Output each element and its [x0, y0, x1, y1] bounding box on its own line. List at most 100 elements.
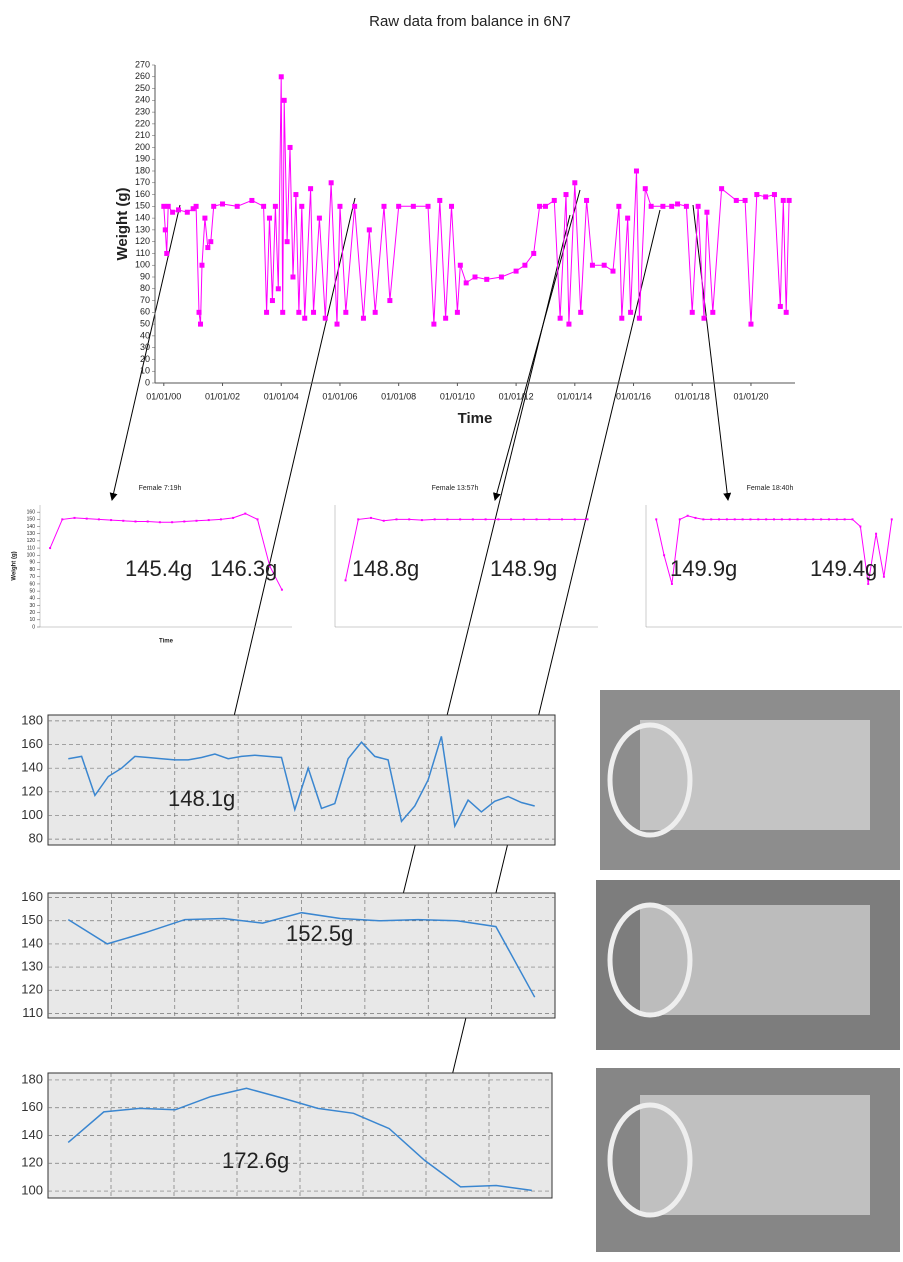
data-point — [299, 203, 305, 209]
data-point — [337, 203, 343, 209]
y-tick-label: 210 — [135, 130, 150, 140]
data-line — [67, 911, 536, 998]
data-point — [578, 309, 584, 315]
data-point — [97, 518, 100, 521]
data-point — [170, 209, 176, 215]
data-point — [446, 518, 449, 521]
data-point — [710, 309, 716, 315]
data-point — [513, 268, 519, 274]
data-point — [161, 203, 167, 209]
data-point — [827, 518, 830, 521]
data-point — [165, 203, 171, 209]
data-point — [484, 518, 487, 521]
data-point — [208, 239, 214, 245]
y-tick-label: 160 — [27, 510, 36, 516]
data-point — [183, 520, 186, 523]
y-tick-label: 120 — [135, 236, 150, 246]
data-point — [454, 309, 460, 315]
data-point — [195, 519, 198, 522]
data-point — [459, 518, 462, 521]
y-tick-label: 240 — [135, 95, 150, 105]
y-axis-label: Weight (g) — [12, 551, 18, 580]
y-tick-label: 20 — [140, 354, 150, 364]
x-tick-label: 01/01/10 — [440, 391, 475, 401]
data-point — [196, 309, 202, 315]
y-tick-label: 200 — [135, 142, 150, 152]
y-tick-label: 260 — [135, 71, 150, 81]
data-point — [207, 519, 210, 522]
y-tick-label: 100 — [21, 1182, 43, 1197]
y-tick-label: 130 — [27, 531, 36, 537]
data-point — [773, 518, 775, 521]
data-point — [158, 521, 161, 524]
y-tick-label: 120 — [21, 783, 43, 798]
y-tick-label: 140 — [21, 1127, 43, 1142]
chart-title: Female 18:40h — [747, 485, 794, 492]
data-point — [548, 518, 551, 521]
data-point — [280, 588, 283, 591]
data-point — [302, 315, 308, 321]
data-point — [234, 203, 240, 209]
data-point — [719, 186, 725, 192]
y-tick-label: 70 — [29, 574, 35, 580]
data-point — [162, 227, 168, 233]
data-point — [202, 215, 208, 221]
data-point — [704, 209, 710, 215]
data-point — [232, 516, 235, 519]
y-tick-label: 0 — [32, 624, 35, 630]
data-point — [85, 517, 88, 520]
data-point — [718, 518, 721, 521]
data-point — [261, 203, 267, 209]
data-point — [472, 274, 478, 280]
figure-title: Raw data from balance in 6N7 — [369, 13, 571, 30]
annotation: 152.5g — [286, 921, 353, 946]
data-point — [198, 321, 204, 327]
x-tick-label: 01/01/08 — [381, 391, 416, 401]
y-tick-label: 180 — [135, 165, 150, 175]
y-tick-label: 140 — [21, 935, 43, 950]
data-point — [757, 518, 760, 521]
y-tick-label: 110 — [22, 1005, 43, 1020]
data-point — [471, 518, 474, 521]
y-tick-label: 130 — [21, 959, 43, 974]
data-point — [49, 547, 52, 550]
y-tick-label: 150 — [135, 201, 150, 211]
data-point — [420, 519, 423, 522]
annotation: 148.1g — [168, 786, 235, 811]
y-tick-label: 190 — [135, 154, 150, 164]
data-point — [702, 518, 705, 521]
data-point — [463, 280, 469, 286]
y-tick-label: 170 — [135, 177, 150, 187]
data-point — [449, 203, 455, 209]
data-point — [678, 518, 681, 521]
data-point — [497, 518, 500, 521]
y-tick-label: 140 — [27, 524, 36, 530]
data-point — [522, 518, 525, 521]
data-point — [754, 192, 760, 198]
photos — [596, 690, 900, 1252]
data-point — [859, 525, 862, 528]
data-point — [542, 203, 548, 209]
data-point — [211, 203, 217, 209]
x-axis-label: Time — [159, 639, 174, 645]
data-point — [256, 518, 259, 521]
data-point — [683, 203, 689, 209]
y-tick-label: 90 — [29, 560, 35, 566]
data-point — [655, 518, 658, 521]
data-point — [146, 520, 149, 523]
data-point — [619, 315, 625, 321]
data-point — [184, 209, 190, 215]
data-point — [272, 203, 278, 209]
data-point — [765, 518, 768, 521]
data-point — [563, 192, 569, 198]
data-point — [586, 518, 589, 521]
data-point — [686, 514, 689, 517]
data-point — [610, 268, 616, 274]
y-tick-label: 30 — [29, 603, 35, 609]
y-tick-label: 100 — [21, 807, 43, 822]
y-tick-label: 160 — [21, 1099, 43, 1114]
data-point — [573, 518, 576, 521]
y-tick-label: 60 — [29, 581, 35, 587]
y-tick-label: 180 — [21, 1071, 43, 1086]
x-tick-label: 01/01/20 — [733, 391, 768, 401]
